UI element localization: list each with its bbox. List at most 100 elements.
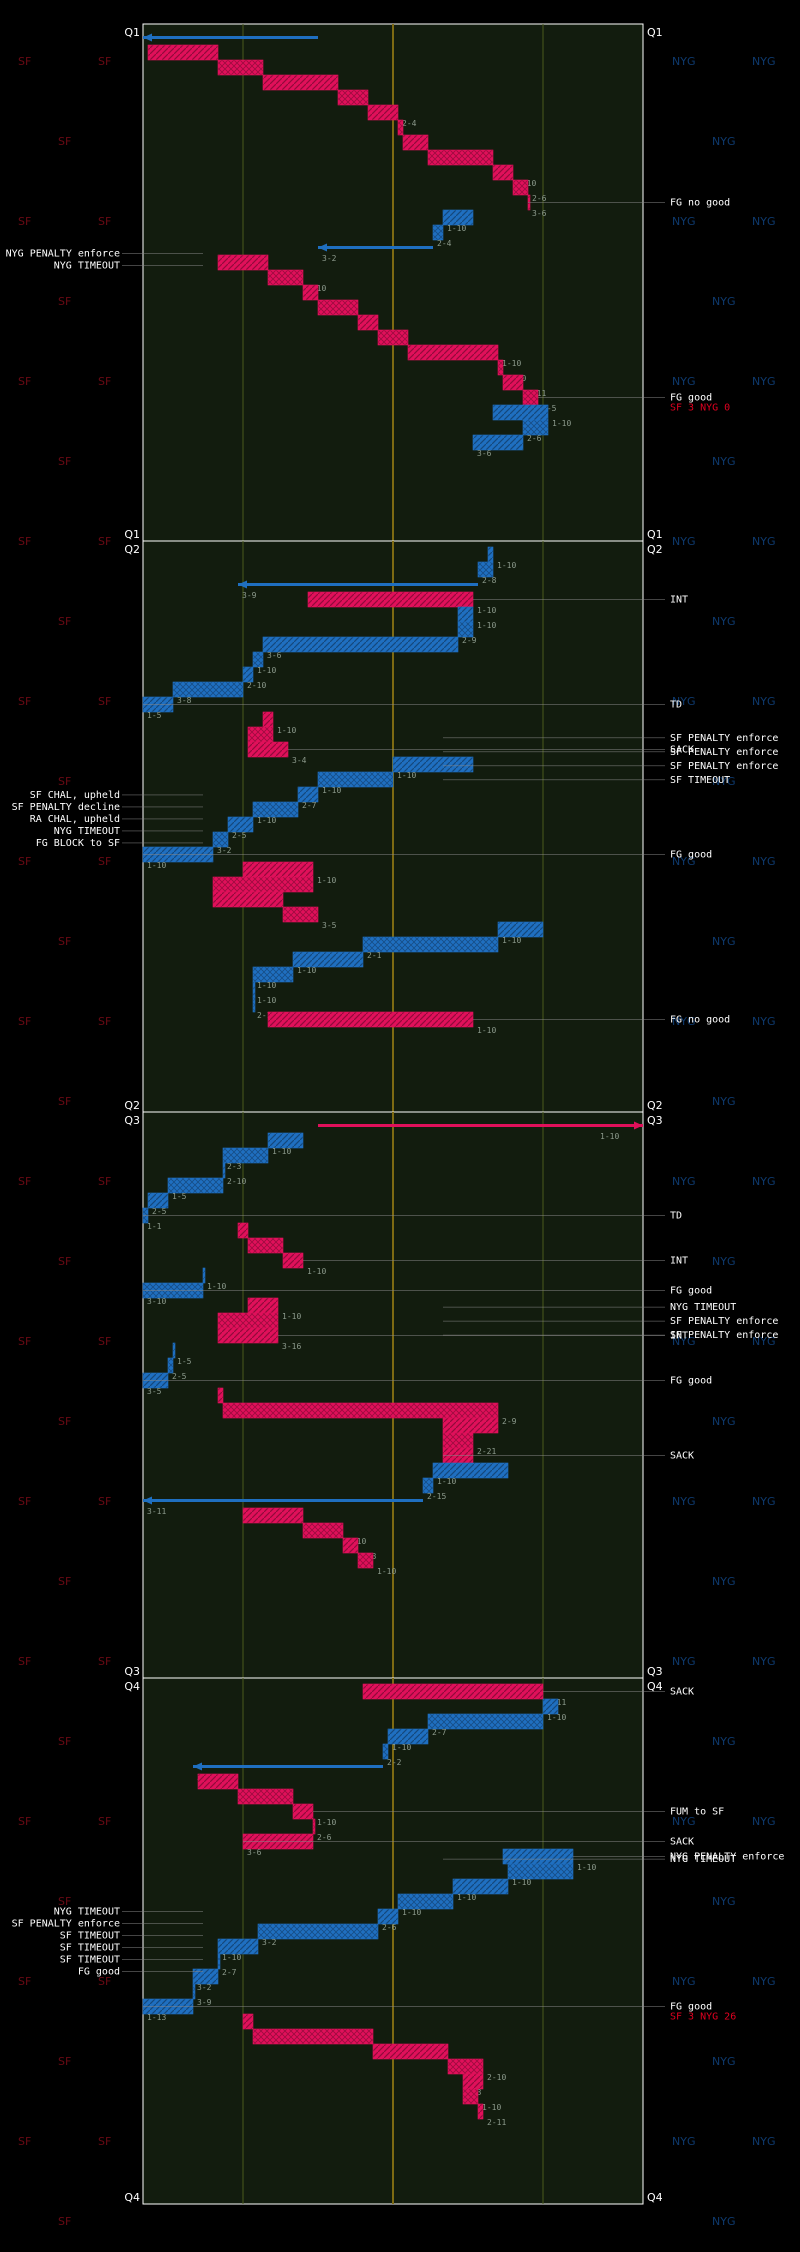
sf-watermark: SF bbox=[18, 535, 31, 548]
down-distance-label: 3-10 bbox=[147, 1297, 166, 1306]
down-distance-label: 1-10 bbox=[322, 786, 341, 795]
quarter-label: Q2 bbox=[647, 1099, 663, 1112]
quarter-label: Q2 bbox=[124, 543, 140, 556]
sf-watermark: SF bbox=[58, 1415, 71, 1428]
play-bar bbox=[262, 711, 274, 728]
play-bar bbox=[147, 44, 219, 61]
sf-watermark: SF bbox=[18, 55, 31, 68]
down-distance-label: 3-6 bbox=[247, 1848, 262, 1857]
play-bar bbox=[217, 1938, 259, 1955]
down-distance-label: 2-7 bbox=[432, 1728, 447, 1737]
play-bar bbox=[227, 816, 254, 833]
play-bar bbox=[267, 1132, 304, 1149]
nyg-watermark: NYG bbox=[712, 295, 735, 308]
play-bar bbox=[192, 1983, 196, 2000]
quarter-label: Q4 bbox=[647, 1680, 663, 1693]
down-distance-label: 3-5 bbox=[147, 1387, 162, 1396]
down-distance-label: 2-9 bbox=[502, 1417, 517, 1426]
sf-watermark: SF bbox=[98, 1335, 111, 1348]
play-bar bbox=[212, 891, 284, 908]
event-label-left: RA CHAL, upheld bbox=[30, 814, 120, 825]
down-distance-label: 2-10 bbox=[487, 2073, 506, 2082]
return-arrow-head bbox=[238, 580, 247, 589]
event-label-right: SF PENALTY enforce bbox=[670, 761, 778, 772]
sf-watermark: SF bbox=[98, 1815, 111, 1828]
play-bar bbox=[452, 1878, 509, 1895]
nyg-watermark: NYG bbox=[712, 2215, 735, 2228]
down-distance-label: 1-10 bbox=[482, 2103, 501, 2112]
event-label: TD bbox=[670, 1211, 682, 1222]
quarter-label: Q4 bbox=[124, 2191, 140, 2204]
event-label-left: SF TIMEOUT bbox=[60, 1955, 120, 1966]
down-distance-label: 2-6 bbox=[382, 1923, 397, 1932]
nyg-watermark: NYG bbox=[752, 215, 775, 228]
nyg-watermark: NYG bbox=[712, 1415, 735, 1428]
play-bar bbox=[222, 1162, 226, 1179]
event-label-right: SF TIMEOUT bbox=[670, 775, 730, 786]
nyg-watermark: NYG bbox=[712, 1735, 735, 1748]
play-bar bbox=[542, 1698, 559, 1715]
nyg-watermark: NYG bbox=[712, 1095, 735, 1108]
nyg-watermark: NYG bbox=[752, 1175, 775, 1188]
play-bar bbox=[167, 1357, 174, 1374]
play-bar bbox=[257, 1923, 379, 1940]
sf-watermark: SF bbox=[98, 1655, 111, 1668]
play-bar bbox=[217, 1312, 279, 1329]
sf-watermark: SF bbox=[98, 55, 111, 68]
play-bar bbox=[292, 951, 364, 968]
down-distance-label: 3-4 bbox=[292, 756, 307, 765]
play-bar bbox=[492, 164, 514, 181]
play-bar bbox=[262, 74, 339, 91]
down-distance-label: 1-10 bbox=[600, 1132, 619, 1141]
quarter-label: Q4 bbox=[647, 2191, 663, 2204]
event-label-left: SF TIMEOUT bbox=[60, 1943, 120, 1954]
nyg-watermark: NYG bbox=[712, 135, 735, 148]
down-distance-label: 3-2 bbox=[217, 846, 232, 855]
event-label-left: NYG TIMEOUT bbox=[54, 1907, 120, 1918]
sf-watermark: SF bbox=[58, 775, 71, 788]
down-distance-label: 1-10 bbox=[512, 1878, 531, 1887]
play-bar bbox=[247, 726, 274, 743]
sf-watermark: SF bbox=[18, 1815, 31, 1828]
play-bar bbox=[252, 651, 264, 668]
nyg-watermark: NYG bbox=[672, 1975, 695, 1988]
sf-watermark: SF bbox=[98, 1015, 111, 1028]
sf-watermark: SF bbox=[98, 535, 111, 548]
down-distance-label: 3-2 bbox=[262, 1938, 277, 1947]
nyg-watermark: NYG bbox=[672, 215, 695, 228]
quarter-label: Q2 bbox=[124, 1099, 140, 1112]
down-distance-label: 2-15 bbox=[427, 1492, 446, 1501]
nyg-watermark: NYG bbox=[752, 55, 775, 68]
down-distance-label: 1-13 bbox=[147, 2013, 166, 2022]
nyg-watermark: NYG bbox=[752, 855, 775, 868]
play-bar bbox=[222, 1147, 269, 1164]
sf-watermark: SF bbox=[58, 135, 71, 148]
play-bar bbox=[377, 1908, 399, 1925]
play-bar bbox=[342, 1537, 359, 1554]
event-label: FUM to SF bbox=[670, 1807, 724, 1818]
down-distance-label: 1-10 bbox=[257, 981, 276, 990]
play-bar bbox=[432, 1462, 509, 1479]
sf-watermark: SF bbox=[18, 1015, 31, 1028]
play-bar bbox=[497, 359, 504, 376]
event-label-left: NYG TIMEOUT bbox=[54, 261, 120, 272]
nyg-watermark: NYG bbox=[672, 1015, 695, 1028]
event-label-right: SF PENALTY enforce bbox=[670, 1316, 778, 1327]
nyg-watermark: NYG bbox=[752, 1975, 775, 1988]
down-distance-label: 1-10 bbox=[402, 1908, 421, 1917]
down-distance-label: 3-2 bbox=[197, 1983, 212, 1992]
play-bar bbox=[222, 1402, 499, 1419]
play-bar bbox=[202, 1267, 206, 1284]
down-distance-label: 1-5 bbox=[147, 711, 162, 720]
play-bar bbox=[422, 1477, 434, 1494]
play-bar bbox=[367, 104, 399, 121]
play-bar bbox=[372, 2043, 449, 2060]
down-distance-label: 1-10 bbox=[502, 359, 521, 368]
down-distance-label: 3-6 bbox=[532, 209, 547, 218]
event-label: SACK bbox=[670, 1451, 694, 1462]
down-distance-label: 1-10 bbox=[317, 1818, 336, 1827]
sf-watermark: SF bbox=[18, 1175, 31, 1188]
play-bar bbox=[477, 561, 494, 578]
play-bar bbox=[192, 1968, 219, 1985]
play-bar bbox=[387, 1728, 429, 1745]
